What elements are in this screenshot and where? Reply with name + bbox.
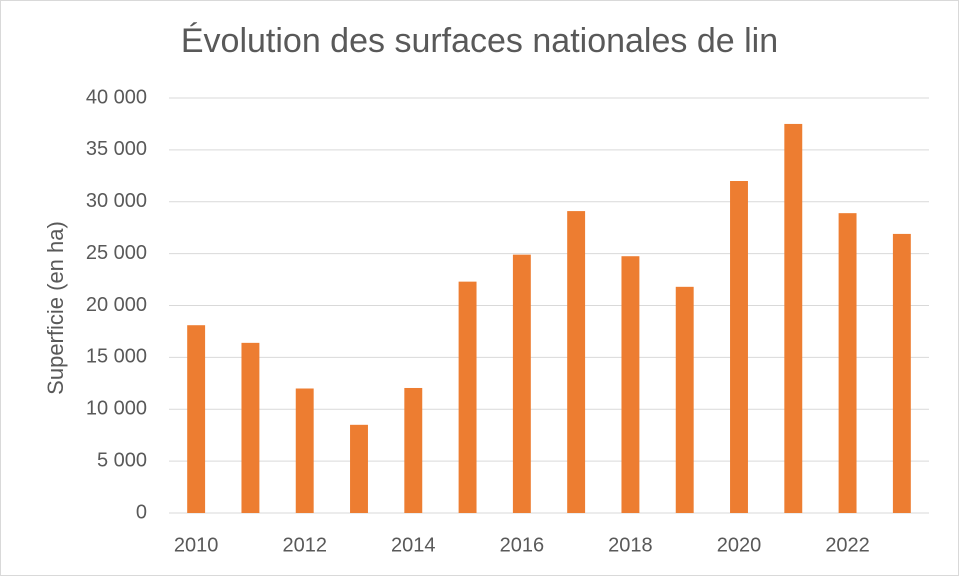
- x-tick-label: 2018: [608, 534, 653, 556]
- bar-2010: [187, 325, 206, 513]
- y-tick-label: 10 000: [86, 398, 147, 420]
- bar-2020: [730, 181, 748, 513]
- y-tick-label: 5 000: [97, 449, 147, 471]
- x-axis-tick-labels: 2010 2012 2014 2016 2018 2020 2022: [174, 534, 870, 556]
- x-tick-label: 2022: [825, 534, 870, 556]
- y-tick-label: 35 000: [86, 138, 147, 160]
- y-tick-label: 30 000: [86, 190, 147, 212]
- bar-2019: [675, 286, 694, 513]
- chart-title: Évolution des surfaces nationales de lin: [180, 22, 779, 60]
- gridlines: [169, 97, 929, 514]
- y-tick-label: 15 000: [86, 346, 147, 368]
- bar-2014: [404, 387, 423, 513]
- bar-2015: [458, 281, 477, 513]
- bar-2022: [838, 213, 857, 513]
- x-tick-label: 2010: [174, 534, 219, 556]
- y-axis-label: Superficie (en ha): [43, 221, 68, 395]
- x-tick-label: 2014: [391, 534, 436, 556]
- bar-2017: [567, 211, 586, 513]
- bar-2012: [295, 388, 314, 513]
- x-tick-label: 2016: [500, 534, 545, 556]
- y-tick-label: 25 000: [86, 242, 147, 264]
- bar-2018: [621, 256, 640, 513]
- bar-2016: [512, 254, 531, 513]
- x-tick-label: 2012: [282, 534, 327, 556]
- y-tick-label: 0: [136, 501, 147, 523]
- y-tick-label: 40 000: [86, 86, 147, 108]
- y-tick-label: 20 000: [86, 294, 147, 316]
- bar-2021: [784, 123, 803, 513]
- bar-2013: [350, 424, 368, 513]
- x-tick-label: 2020: [717, 534, 762, 556]
- bar-2023: [892, 233, 911, 513]
- bars: [187, 123, 911, 513]
- y-axis-tick-labels: 0 5 000 10 000 15 000 20 000 25 000 30 000 35 0…: [86, 86, 147, 523]
- bar-2011: [241, 342, 260, 513]
